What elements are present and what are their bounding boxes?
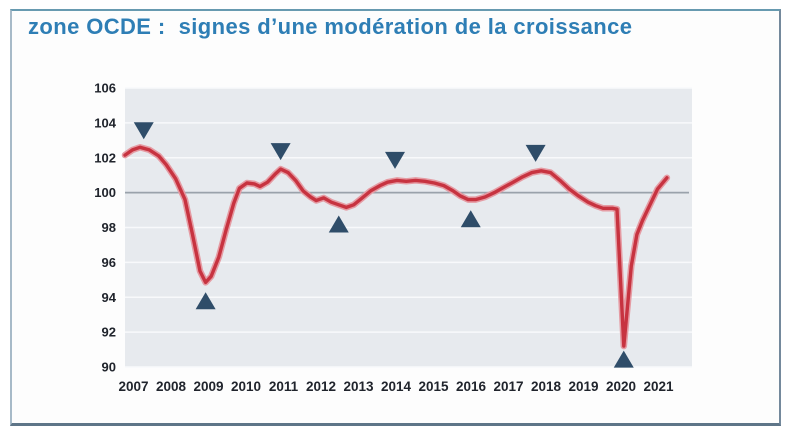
x-axis-label: 2008 bbox=[156, 379, 187, 394]
y-axis-label: 92 bbox=[102, 325, 116, 340]
x-axis-label: 2016 bbox=[456, 379, 487, 394]
y-axis-label: 104 bbox=[94, 115, 116, 130]
x-axis-label: 2018 bbox=[531, 379, 562, 394]
trough-up-marker bbox=[195, 292, 216, 310]
trough-up-marker bbox=[328, 215, 349, 233]
peak-down-marker bbox=[270, 143, 291, 161]
y-axis-label: 100 bbox=[94, 185, 116, 200]
page-title: zone OCDE : signes d’une modération de l… bbox=[28, 14, 633, 39]
y-axis-label: 96 bbox=[102, 255, 116, 270]
x-axis-label: 2007 bbox=[118, 379, 148, 394]
x-axis-label: 2012 bbox=[306, 379, 336, 394]
x-axis-label: 2017 bbox=[493, 379, 523, 394]
x-axis-label: 2010 bbox=[231, 379, 261, 394]
y-axis-label: 102 bbox=[94, 150, 116, 165]
y-axis-label: 90 bbox=[102, 360, 116, 375]
trough-up-marker bbox=[613, 350, 634, 368]
series-line bbox=[123, 145, 669, 348]
y-axis-label: 106 bbox=[94, 81, 116, 96]
x-axis-label: 2015 bbox=[418, 379, 449, 394]
y-axis-label: 98 bbox=[102, 220, 116, 235]
x-axis-label: 2021 bbox=[643, 379, 674, 394]
x-axis-label: 2009 bbox=[193, 379, 223, 394]
x-axis-label: 2020 bbox=[606, 379, 636, 394]
peak-down-marker bbox=[525, 144, 546, 162]
peak-down-marker bbox=[385, 151, 405, 169]
x-axis-label: 2014 bbox=[381, 379, 412, 394]
x-axis-label: 2013 bbox=[343, 379, 374, 394]
y-axis-label: 94 bbox=[102, 290, 117, 305]
x-axis-label: 2019 bbox=[568, 379, 598, 394]
x-axis-label: 2011 bbox=[269, 379, 299, 394]
trough-up-marker bbox=[460, 210, 481, 228]
peak-down-marker bbox=[133, 122, 154, 140]
